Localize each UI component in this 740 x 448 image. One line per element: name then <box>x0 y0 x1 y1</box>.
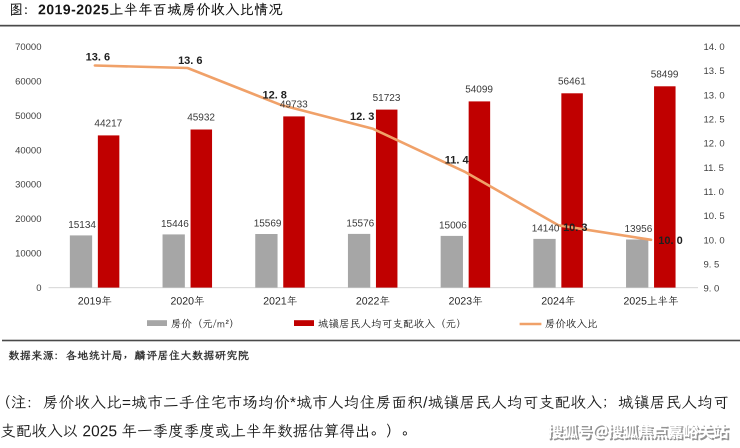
svg-text:15134: 15134 <box>68 220 96 231</box>
svg-text:11. 0: 11. 0 <box>704 187 724 198</box>
svg-text:14. 0: 14. 0 <box>704 42 725 53</box>
svg-text:9. 0: 9. 0 <box>704 284 720 295</box>
svg-text:10. 0: 10. 0 <box>658 235 682 247</box>
svg-text:70000: 70000 <box>15 42 41 53</box>
svg-text:15446: 15446 <box>161 219 189 230</box>
svg-text:13. 6: 13. 6 <box>86 52 110 64</box>
svg-text:14140: 14140 <box>532 223 560 234</box>
svg-text:56461: 56461 <box>558 77 586 88</box>
svg-text:10. 5: 10. 5 <box>704 211 725 222</box>
svg-text:60000: 60000 <box>15 77 41 88</box>
svg-text:13956: 13956 <box>624 224 652 235</box>
svg-text:20000: 20000 <box>15 214 41 225</box>
svg-text:11. 4: 11. 4 <box>445 154 470 166</box>
svg-text:54099: 54099 <box>465 85 493 96</box>
svg-text:15576: 15576 <box>346 218 374 229</box>
svg-text:44217: 44217 <box>94 119 122 130</box>
svg-text:15569: 15569 <box>254 218 282 229</box>
svg-text:12. 0: 12. 0 <box>704 139 725 150</box>
svg-text:13. 6: 13. 6 <box>178 55 202 67</box>
svg-text:50000: 50000 <box>15 111 41 122</box>
svg-text:58499: 58499 <box>651 70 679 81</box>
svg-text:40000: 40000 <box>15 145 41 156</box>
svg-text:15006: 15006 <box>439 220 467 231</box>
svg-text:0: 0 <box>36 283 41 294</box>
svg-text:9. 5: 9. 5 <box>704 259 720 270</box>
svg-text:12. 8: 12. 8 <box>262 89 286 101</box>
svg-text:10. 0: 10. 0 <box>704 235 725 246</box>
svg-text:10. 3: 10. 3 <box>563 222 587 234</box>
svg-text:11. 5: 11. 5 <box>704 163 724 174</box>
svg-text:12. 3: 12. 3 <box>350 111 374 123</box>
svg-text:13. 0: 13. 0 <box>704 90 725 101</box>
svg-text:13. 5: 13. 5 <box>704 66 725 77</box>
svg-text:49733: 49733 <box>280 100 308 111</box>
svg-text:30000: 30000 <box>15 180 41 191</box>
svg-text:10000: 10000 <box>15 249 41 260</box>
svg-text:12. 5: 12. 5 <box>704 115 725 126</box>
svg-text:45932: 45932 <box>187 113 215 124</box>
svg-text:51723: 51723 <box>373 93 401 104</box>
